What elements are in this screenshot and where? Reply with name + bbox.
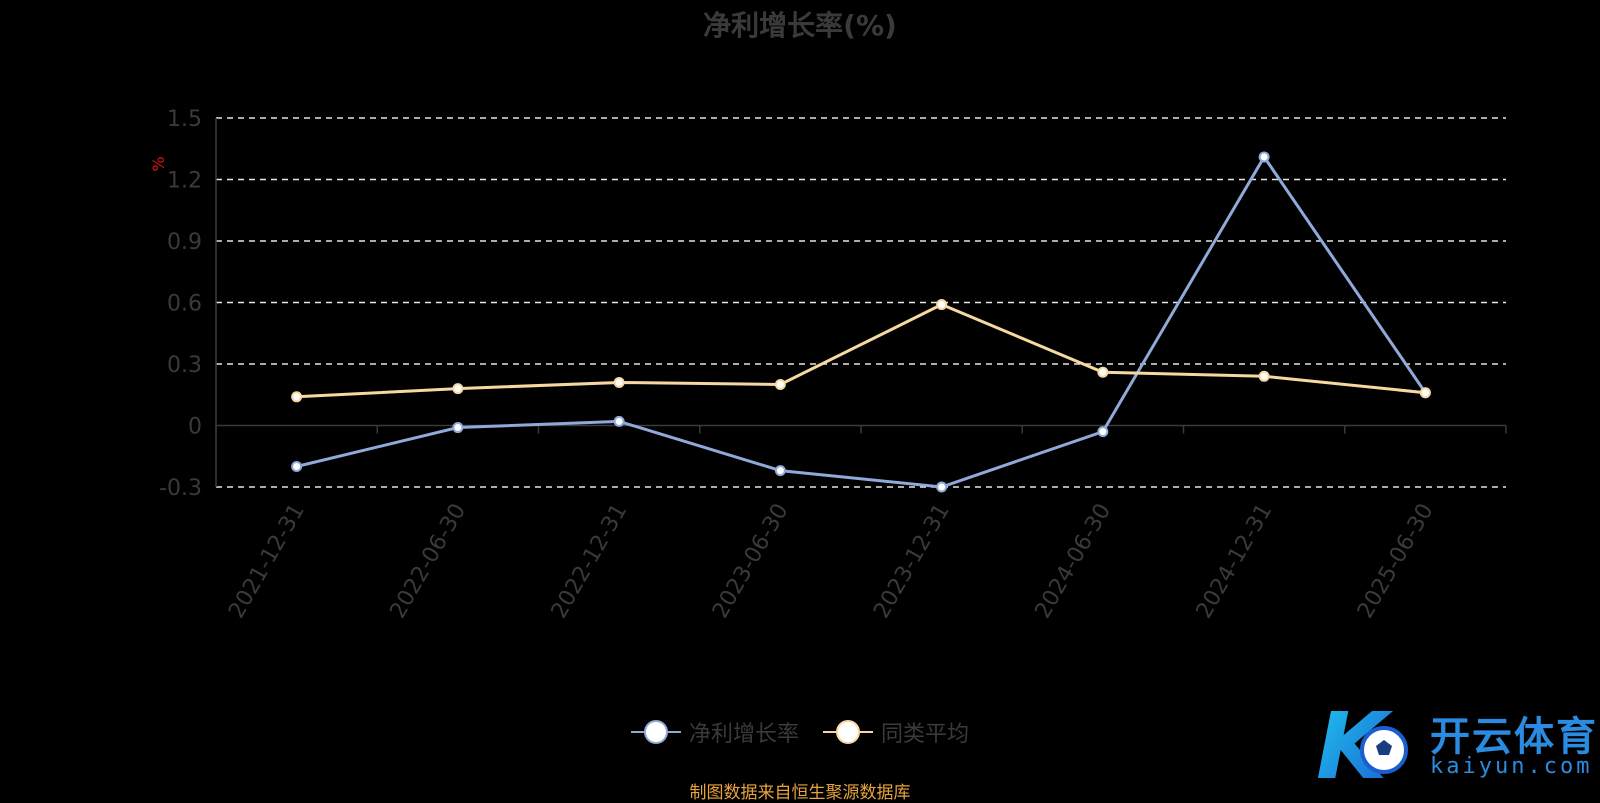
- x-tick-label: 2024-12-31: [1192, 500, 1278, 623]
- series-line: [296, 154, 1427, 489]
- axes: [215, 118, 1507, 487]
- y-tick-label: 1.2: [167, 169, 202, 194]
- data-point[interactable]: [291, 461, 303, 472]
- x-tick-label: 2022-06-30: [385, 500, 471, 623]
- data-point[interactable]: [936, 481, 948, 493]
- data-point[interactable]: [1258, 151, 1270, 163]
- x-tick-label: 2021-12-31: [224, 500, 310, 623]
- x-tick-label: 2025-06-30: [1353, 500, 1439, 623]
- data-point[interactable]: [774, 465, 786, 477]
- y-tick-labels: 1.5 1.2 0.9 0.6 0.3 0 -0.3: [159, 107, 202, 501]
- x-tick-label: 2022-12-31: [547, 500, 633, 623]
- data-point[interactable]: [1419, 387, 1431, 399]
- soccer-ball-icon: K: [1316, 693, 1408, 800]
- y-tick-label: -0.3: [159, 476, 202, 501]
- y-axis-label: %: [149, 156, 168, 171]
- data-point[interactable]: [613, 415, 625, 427]
- data-point[interactable]: [452, 422, 464, 434]
- data-point[interactable]: [936, 299, 948, 311]
- logo-main-text: 开云体育: [1430, 714, 1598, 760]
- x-tick-label: 2023-06-30: [708, 500, 794, 623]
- source-note: 制图数据来自恒生聚源数据库: [689, 783, 911, 803]
- x-tick-labels: 2021-12-31 2022-06-30 2022-12-31 2023-06-30…: [224, 500, 1438, 623]
- grid-lines: [216, 117, 1506, 488]
- legend: 净利增长率 同类平均: [0, 716, 1600, 748]
- x-tick-label: 2023-12-31: [869, 500, 955, 623]
- data-point[interactable]: [1258, 370, 1270, 382]
- data-point[interactable]: [774, 379, 786, 390]
- x-tick-label: 2024-06-30: [1030, 500, 1116, 623]
- data-point[interactable]: [1097, 366, 1109, 378]
- data-point[interactable]: [452, 383, 464, 395]
- data-point[interactable]: [291, 391, 303, 403]
- chart-title: 净利增长率(%): [703, 9, 897, 42]
- legend-item-net-profit-growth[interactable]: 净利增长率: [630, 716, 799, 748]
- brand-logo: K 开云体育 kaiyun.com: [1312, 693, 1596, 800]
- y-tick-label: 1.5: [167, 107, 202, 132]
- y-tick-label: 0.6: [167, 292, 202, 317]
- logo-sub-text: kaiyun.com: [1430, 754, 1593, 779]
- legend-label: 净利增长率: [688, 722, 799, 747]
- y-tick-label: 0.3: [167, 353, 202, 378]
- series-line: [296, 302, 1426, 399]
- legend-swatch-net-profit-growth: [630, 720, 681, 744]
- legend-swatch-peer-average: [823, 720, 873, 744]
- series-group: [291, 151, 1431, 493]
- legend-label: 同类平均: [881, 722, 970, 747]
- data-point[interactable]: [613, 376, 625, 388]
- legend-item-peer-average[interactable]: 同类平均: [823, 716, 969, 748]
- y-tick-label: 0.9: [167, 230, 202, 255]
- data-point[interactable]: [1097, 426, 1109, 438]
- y-tick-label: 0: [188, 415, 202, 440]
